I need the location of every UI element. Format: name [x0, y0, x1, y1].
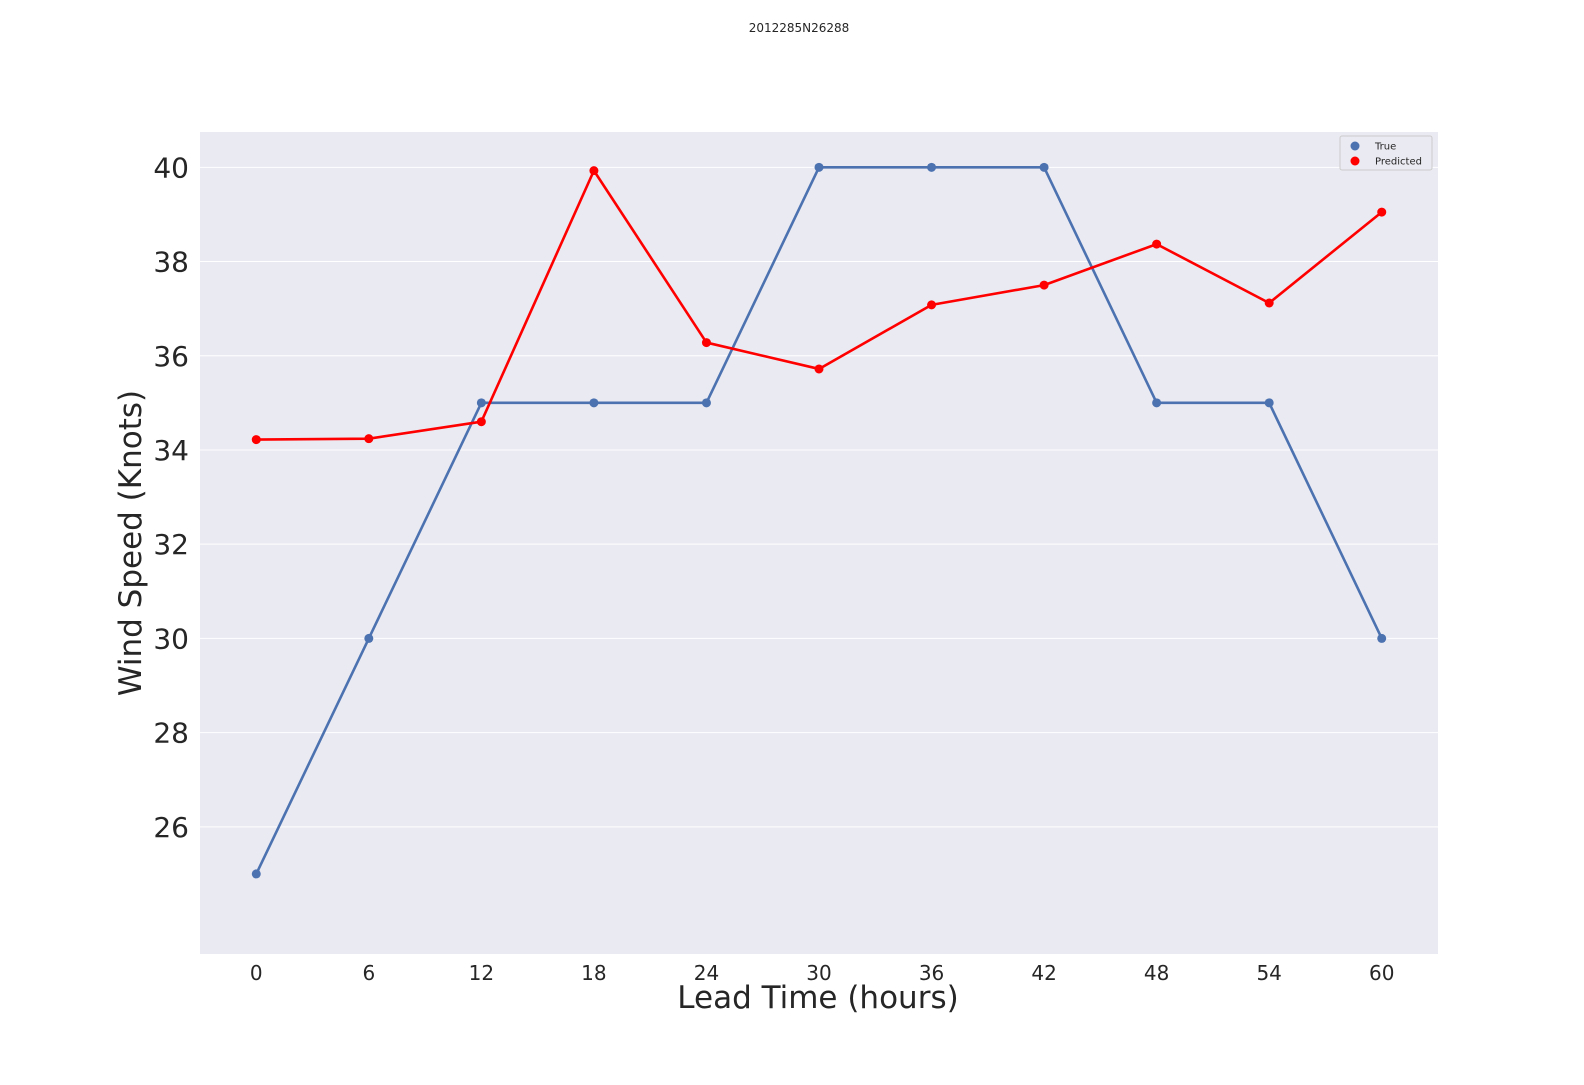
data-point	[1377, 633, 1387, 643]
legend: True Predicted	[1339, 135, 1433, 171]
x-tick-label: 36	[919, 961, 944, 985]
x-tick-label: 48	[1144, 961, 1169, 985]
x-tick-label: 30	[806, 961, 831, 985]
series-layer	[251, 162, 1387, 879]
x-axis-label: Lead Time (hours)	[677, 980, 958, 1016]
x-tick-label: 12	[469, 961, 494, 985]
legend-marker-true	[1350, 141, 1360, 151]
grid-lines	[200, 166, 1438, 828]
x-tick-label: 18	[581, 961, 606, 985]
data-point	[251, 869, 261, 879]
y-tick-label: 32	[153, 528, 189, 561]
y-tick-label: 26	[153, 811, 189, 844]
data-point	[476, 417, 486, 427]
data-point	[814, 162, 824, 172]
legend-box	[1339, 135, 1433, 171]
data-point	[701, 398, 711, 408]
data-point	[589, 166, 599, 176]
data-point	[814, 364, 824, 374]
y-tick-label: 38	[153, 246, 189, 279]
chart-title: 2012285N26288	[749, 21, 850, 35]
data-point	[927, 162, 937, 172]
series-true	[251, 162, 1387, 879]
data-point	[476, 398, 486, 408]
x-tick-label: 60	[1369, 961, 1394, 985]
x-tick-label: 24	[694, 961, 719, 985]
data-point	[364, 434, 374, 444]
y-tick-label: 34	[153, 434, 189, 467]
data-point	[701, 338, 711, 348]
data-point	[1039, 162, 1049, 172]
y-tick-label: 30	[153, 622, 189, 655]
y-axis-label: Wind Speed (Knots)	[113, 390, 149, 696]
data-point	[1264, 298, 1274, 308]
legend-label-true: True	[1374, 142, 1396, 153]
data-point	[364, 633, 374, 643]
data-point	[1152, 239, 1162, 249]
data-point	[1152, 398, 1162, 408]
x-tick-label: 6	[362, 961, 375, 985]
y-axis-ticks: 26 28 30 32 34 36 38 40	[153, 151, 189, 843]
data-point	[251, 435, 261, 445]
data-point	[1264, 398, 1274, 408]
y-tick-label: 36	[153, 340, 189, 373]
data-point	[1377, 207, 1387, 217]
x-axis-ticks: 0 6 12 18 24 30 36 42 48 54 60	[250, 961, 1395, 985]
legend-marker-predicted	[1350, 156, 1360, 166]
x-tick-label: 42	[1031, 961, 1056, 985]
plot-area	[200, 132, 1438, 954]
series-predicted	[251, 166, 1387, 445]
data-point	[927, 300, 937, 310]
legend-label-predicted: Predicted	[1375, 157, 1422, 168]
y-tick-label: 40	[153, 151, 189, 184]
data-point	[1039, 280, 1049, 290]
data-point	[589, 398, 599, 408]
x-tick-label: 54	[1256, 961, 1281, 985]
x-tick-label: 0	[250, 961, 263, 985]
y-tick-label: 28	[153, 717, 189, 750]
